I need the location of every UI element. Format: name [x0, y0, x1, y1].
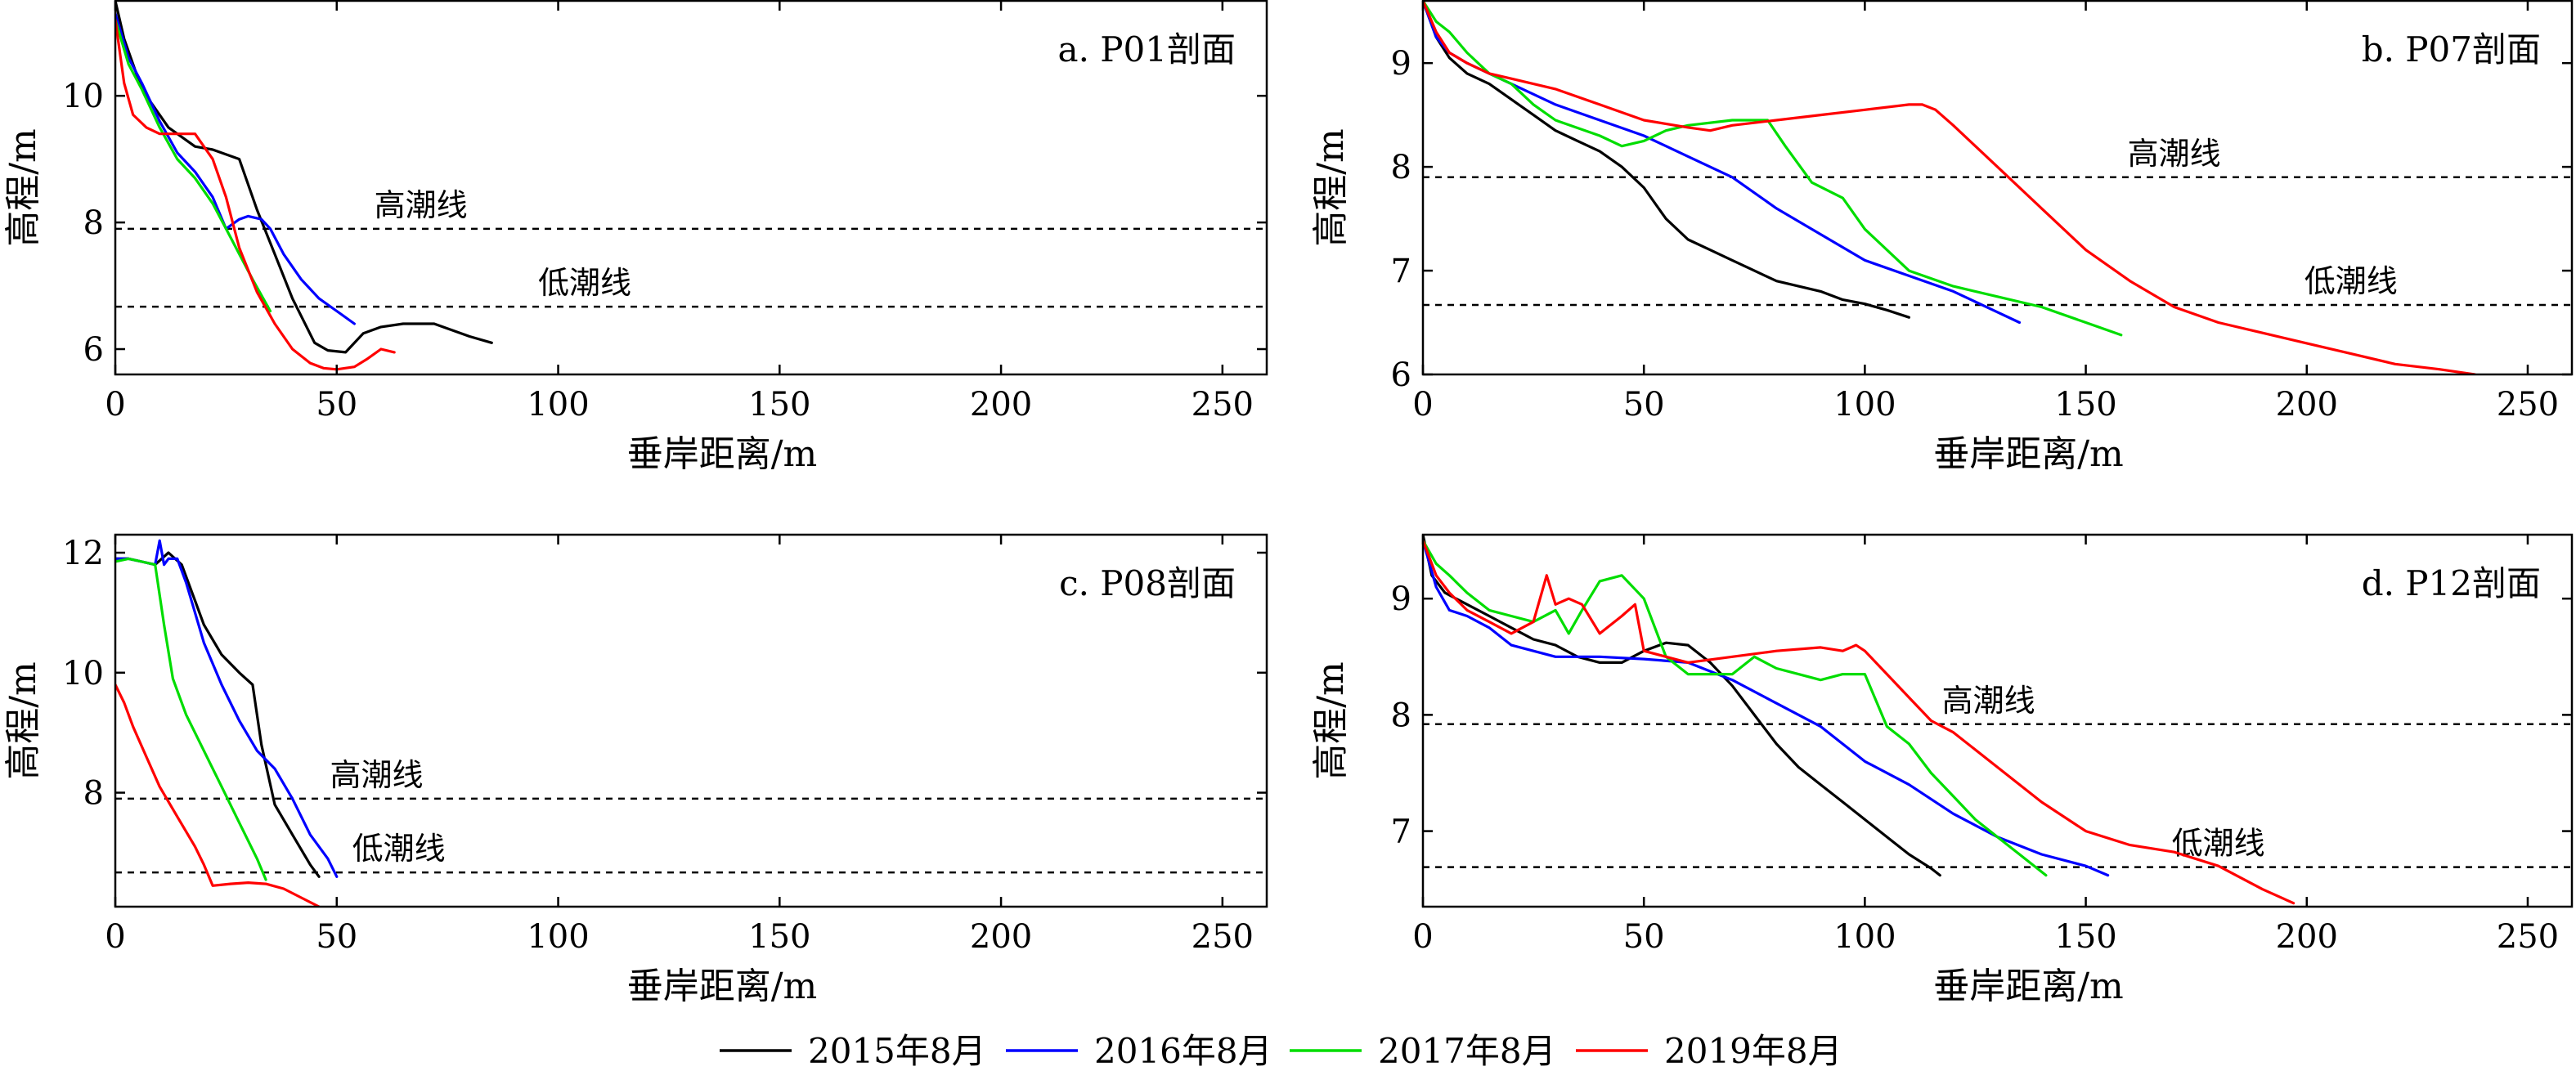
x-tick-label: 250: [2497, 386, 2559, 423]
x-axis-title: 垂岸距离/m: [627, 433, 818, 475]
x-tick-label: 250: [2497, 918, 2559, 956]
panel-title: d. P12剖面: [2362, 563, 2541, 603]
y-tick-label: 7: [1391, 813, 1411, 851]
x-tick-label: 250: [1192, 918, 1254, 956]
series-lines: [115, 1, 493, 371]
x-axis-title: 垂岸距离/m: [1933, 966, 2124, 1007]
y-tick-label: 10: [62, 78, 104, 115]
x-tick-label: 100: [1833, 386, 1896, 423]
series-line: [1423, 1, 2476, 374]
series-line: [115, 11, 356, 325]
x-tick-label: 200: [970, 918, 1032, 956]
x-tick-label: 50: [1623, 386, 1665, 423]
series-line: [115, 1, 493, 354]
y-tick-label: 6: [83, 331, 104, 369]
y-tick-label: 8: [1391, 149, 1411, 186]
x-tick-label: 200: [2276, 918, 2338, 956]
series-line: [1423, 1, 2123, 337]
series-line: [115, 539, 339, 878]
x-tick-label: 50: [1623, 918, 1665, 956]
series-lines: [115, 539, 339, 907]
series-line: [115, 18, 272, 313]
tide-reference-label: 高潮线: [2128, 136, 2221, 172]
legend: 2015年8月 2016年8月 2017年8月 2019年8月: [720, 1031, 1842, 1071]
plot-frame: [114, 533, 1268, 908]
tide-reference-label: 高潮线: [375, 187, 468, 223]
legend-label: 2017年8月: [1378, 1031, 1556, 1071]
panel-title: c. P08剖面: [1059, 563, 1236, 603]
x-tick-label: 200: [2276, 386, 2338, 423]
panel-title: a. P01剖面: [1058, 29, 1236, 69]
x-tick-label: 50: [316, 918, 357, 956]
x-tick-label: 100: [527, 386, 589, 423]
series-line: [1423, 539, 2048, 877]
x-tick-label: 150: [2054, 918, 2116, 956]
x-tick-label: 250: [1192, 386, 1254, 423]
x-tick-label: 0: [105, 918, 125, 956]
y-axis-title: 高程/m: [2, 128, 44, 247]
series-line: [115, 557, 267, 881]
y-tick-label: 8: [83, 775, 104, 813]
y-axis-title: 高程/m: [2, 661, 44, 780]
x-tick-label: 150: [2054, 386, 2116, 423]
y-tick-label: 6: [1391, 356, 1411, 394]
tide-reference-label: 低潮线: [2304, 263, 2398, 299]
x-tick-label: 100: [527, 918, 589, 956]
series-line: [115, 683, 321, 907]
series-line: [115, 18, 396, 371]
series-line: [115, 551, 321, 878]
x-tick-label: 150: [748, 386, 810, 423]
series-line: [1423, 1, 1910, 319]
y-tick-label: 8: [83, 204, 104, 242]
plot-frame: [1421, 533, 2574, 908]
x-tick-label: 0: [105, 386, 125, 423]
panel-title: b. P07剖面: [2362, 29, 2541, 69]
tide-reference-label: 高潮线: [330, 757, 423, 793]
x-axis-title: 垂岸距离/m: [627, 966, 818, 1007]
y-tick-label: 7: [1391, 253, 1411, 290]
y-tick-label: 8: [1391, 697, 1411, 734]
legend-label: 2016年8月: [1094, 1031, 1272, 1071]
plot-frame: [1421, 0, 2574, 376]
y-axis-title: 高程/m: [1310, 661, 1352, 780]
y-tick-label: 10: [62, 655, 104, 692]
series-line: [1423, 539, 2296, 905]
legend-label: 2015年8月: [808, 1031, 986, 1071]
series-line: [1423, 1, 2022, 325]
x-tick-label: 100: [1833, 918, 1896, 956]
x-tick-label: 50: [316, 386, 357, 423]
plot-frame: [114, 0, 1268, 376]
tide-reference-label: 低潮线: [538, 265, 631, 301]
y-tick-label: 12: [62, 535, 104, 572]
x-tick-label: 200: [970, 386, 1032, 423]
tide-reference-label: 高潮线: [1942, 683, 2035, 719]
series-line: [1423, 535, 1941, 877]
x-tick-label: 0: [1412, 918, 1433, 956]
x-tick-label: 0: [1412, 386, 1433, 423]
series-lines: [1423, 1, 2476, 374]
series-lines: [1423, 535, 2296, 905]
y-tick-label: 9: [1391, 45, 1411, 83]
y-axis-title: 高程/m: [1310, 128, 1352, 247]
legend-label: 2019年8月: [1664, 1031, 1842, 1071]
x-tick-label: 150: [748, 918, 810, 956]
y-tick-label: 9: [1391, 580, 1411, 618]
tide-reference-label: 低潮线: [352, 831, 446, 867]
x-axis-title: 垂岸距离/m: [1933, 433, 2124, 475]
